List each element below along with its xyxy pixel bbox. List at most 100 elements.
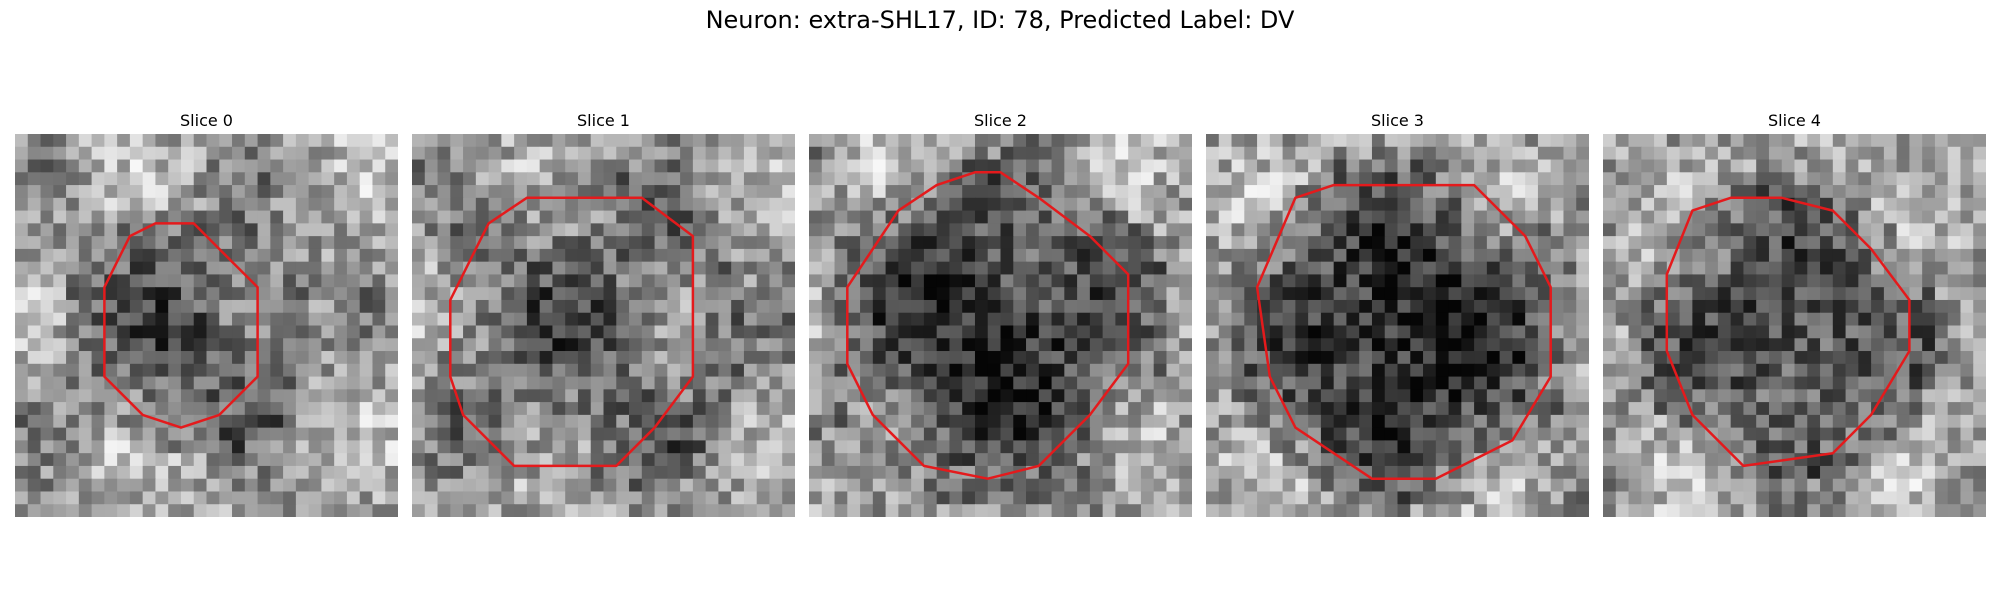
pixel — [463, 299, 477, 314]
pixel — [1960, 134, 1974, 148]
pixel — [718, 402, 732, 416]
pixel — [1435, 453, 1450, 467]
pixel — [1371, 491, 1386, 505]
pixel — [1346, 504, 1360, 517]
pixel — [66, 248, 80, 263]
pixel — [1973, 491, 1986, 505]
pixel — [295, 287, 310, 301]
pixel — [1359, 427, 1373, 441]
figure-title: Neuron: extra-SHL17, ID: 78, Predicted L… — [705, 6, 1295, 34]
pixel — [1730, 402, 1745, 416]
pixel — [641, 185, 656, 199]
pixel — [1871, 185, 1885, 199]
pixel — [463, 185, 477, 199]
pixel — [782, 427, 795, 441]
pixel — [1794, 440, 1808, 454]
pixel — [1244, 376, 1258, 390]
pixel — [590, 134, 605, 148]
pixel — [488, 402, 502, 416]
pixel — [450, 453, 464, 467]
pixel — [898, 248, 912, 263]
pixel — [1641, 427, 1655, 441]
pixel — [974, 274, 989, 288]
pixel — [1896, 504, 1910, 517]
pixel — [1883, 414, 1898, 429]
pixel — [1883, 210, 1898, 224]
pixel — [962, 299, 976, 314]
pixel — [1077, 465, 1091, 480]
pixel — [1730, 236, 1745, 250]
pixel — [257, 376, 271, 390]
pixel — [654, 465, 668, 480]
pixel — [295, 465, 310, 480]
pixel — [334, 478, 348, 493]
pixel — [1423, 389, 1437, 403]
pixel — [1333, 478, 1348, 493]
neuron-contour — [1665, 196, 1911, 468]
pixel — [1115, 146, 1129, 161]
pixel — [1486, 465, 1501, 480]
pixel — [1206, 389, 1220, 403]
pixel — [514, 402, 528, 416]
pixel — [1320, 376, 1335, 390]
pixel — [1934, 491, 1949, 505]
pixel — [809, 185, 823, 199]
pixel — [1384, 363, 1399, 378]
pixel — [949, 197, 963, 212]
pixel — [1423, 504, 1437, 517]
pixel — [27, 287, 42, 301]
pixel — [1512, 248, 1526, 263]
pixel — [616, 402, 630, 416]
pixel — [359, 210, 374, 224]
pixel — [1730, 376, 1745, 390]
pixel — [424, 440, 439, 454]
pixel — [743, 236, 758, 250]
pixel — [142, 299, 157, 314]
pixel — [1461, 299, 1475, 314]
pixel — [629, 465, 643, 480]
pixel — [1525, 440, 1539, 454]
pixel — [923, 351, 938, 365]
pixel — [1705, 465, 1719, 480]
pixel — [1461, 159, 1475, 173]
pixel — [1692, 172, 1706, 186]
pixel — [1474, 299, 1488, 314]
pixel — [1461, 172, 1475, 186]
pixel — [923, 363, 938, 378]
pixel — [424, 159, 439, 173]
pixel — [1000, 389, 1014, 403]
pixel — [1845, 325, 1859, 339]
pixel — [1282, 478, 1296, 493]
pixel — [372, 504, 386, 517]
pixel — [962, 338, 976, 352]
pixel — [1947, 299, 1962, 314]
pixel — [117, 312, 131, 327]
pixel — [1077, 376, 1091, 390]
pixel — [1051, 465, 1065, 480]
pixel — [1576, 299, 1589, 314]
pixel — [962, 261, 976, 276]
pixel — [257, 159, 271, 173]
pixel — [1269, 134, 1284, 148]
pixel — [1576, 134, 1589, 148]
pixel — [1603, 299, 1617, 314]
pixel — [1576, 338, 1589, 352]
pixel — [283, 312, 297, 327]
pixel — [1115, 159, 1129, 173]
pixel — [911, 338, 925, 352]
pixel — [1628, 274, 1642, 288]
pixel — [936, 325, 951, 339]
pixel — [1384, 376, 1399, 390]
pixel — [1410, 312, 1424, 327]
pixel — [1089, 465, 1104, 480]
pixel — [1000, 223, 1014, 237]
pixel — [1743, 440, 1757, 454]
pixel — [1628, 491, 1642, 505]
pixel — [654, 236, 668, 250]
pixel — [1038, 261, 1053, 276]
pixel — [1166, 376, 1180, 390]
pixel — [501, 376, 515, 390]
pixel — [244, 210, 259, 224]
pixel — [1384, 287, 1399, 301]
pixel — [1883, 363, 1898, 378]
